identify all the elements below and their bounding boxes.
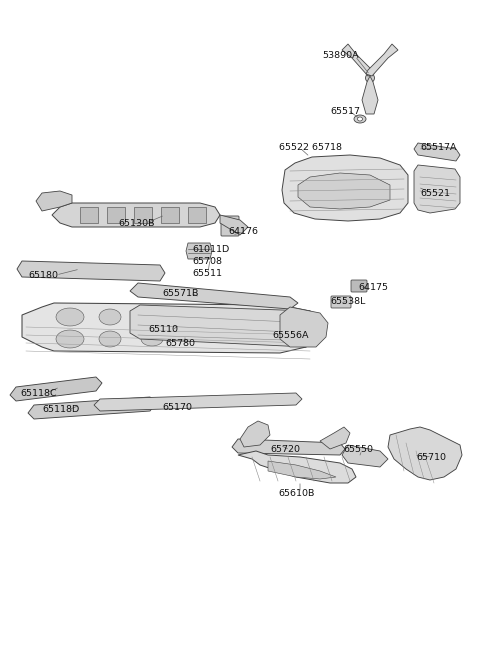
- Text: 65130B: 65130B: [118, 219, 155, 227]
- Text: 65780: 65780: [165, 339, 195, 348]
- Polygon shape: [28, 397, 156, 419]
- Text: 65522 65718: 65522 65718: [279, 143, 342, 151]
- Polygon shape: [52, 203, 220, 227]
- Polygon shape: [36, 191, 72, 211]
- Polygon shape: [414, 165, 460, 213]
- Polygon shape: [10, 377, 102, 401]
- Ellipse shape: [365, 73, 374, 83]
- Text: 65110: 65110: [148, 326, 178, 335]
- Text: 65571B: 65571B: [162, 288, 198, 297]
- Polygon shape: [342, 445, 388, 467]
- Polygon shape: [17, 261, 165, 281]
- Polygon shape: [107, 207, 125, 223]
- Ellipse shape: [354, 115, 366, 123]
- Text: 53890A: 53890A: [322, 50, 359, 60]
- Ellipse shape: [216, 321, 234, 333]
- Polygon shape: [362, 76, 378, 114]
- Polygon shape: [342, 44, 374, 76]
- Polygon shape: [298, 173, 390, 209]
- Ellipse shape: [424, 450, 436, 460]
- Polygon shape: [388, 427, 462, 480]
- Polygon shape: [94, 393, 302, 411]
- Text: 65550: 65550: [343, 445, 373, 455]
- Ellipse shape: [99, 331, 121, 347]
- Polygon shape: [161, 207, 179, 223]
- Polygon shape: [238, 451, 356, 483]
- FancyBboxPatch shape: [331, 296, 351, 308]
- Ellipse shape: [141, 312, 163, 326]
- Ellipse shape: [187, 319, 203, 331]
- Polygon shape: [80, 207, 98, 223]
- Polygon shape: [282, 155, 408, 221]
- Ellipse shape: [358, 117, 362, 121]
- FancyBboxPatch shape: [221, 216, 239, 236]
- Text: 61011D: 61011D: [192, 244, 229, 253]
- Text: 65180: 65180: [28, 271, 58, 280]
- Text: 65556A: 65556A: [272, 331, 309, 339]
- Text: 65170: 65170: [162, 403, 192, 411]
- Ellipse shape: [264, 327, 276, 335]
- Polygon shape: [130, 305, 318, 347]
- Polygon shape: [22, 303, 318, 353]
- Polygon shape: [188, 207, 206, 223]
- Text: 64176: 64176: [228, 227, 258, 236]
- Polygon shape: [220, 215, 248, 235]
- Polygon shape: [320, 427, 350, 449]
- Polygon shape: [240, 421, 270, 447]
- Text: 65511: 65511: [192, 269, 222, 278]
- Polygon shape: [134, 207, 152, 223]
- Polygon shape: [414, 143, 460, 161]
- Polygon shape: [232, 439, 345, 455]
- Text: 65538L: 65538L: [330, 297, 365, 305]
- Ellipse shape: [248, 316, 262, 326]
- Text: 65610B: 65610B: [278, 489, 314, 498]
- Polygon shape: [130, 283, 298, 309]
- Ellipse shape: [56, 308, 84, 326]
- Polygon shape: [366, 44, 398, 76]
- Text: 65517A: 65517A: [420, 143, 456, 151]
- Text: 65118D: 65118D: [42, 405, 79, 415]
- Ellipse shape: [359, 451, 369, 459]
- Ellipse shape: [56, 330, 84, 348]
- Text: 65517: 65517: [330, 107, 360, 117]
- Text: 65118C: 65118C: [20, 388, 57, 398]
- Polygon shape: [280, 307, 328, 347]
- Polygon shape: [268, 461, 336, 479]
- Ellipse shape: [99, 309, 121, 325]
- FancyBboxPatch shape: [351, 280, 367, 292]
- Text: 65521: 65521: [420, 189, 450, 198]
- Text: 64175: 64175: [358, 284, 388, 293]
- Text: 65720: 65720: [270, 445, 300, 455]
- Text: 65710: 65710: [416, 453, 446, 462]
- Ellipse shape: [141, 332, 163, 346]
- Polygon shape: [186, 243, 212, 259]
- Text: 65708: 65708: [192, 257, 222, 265]
